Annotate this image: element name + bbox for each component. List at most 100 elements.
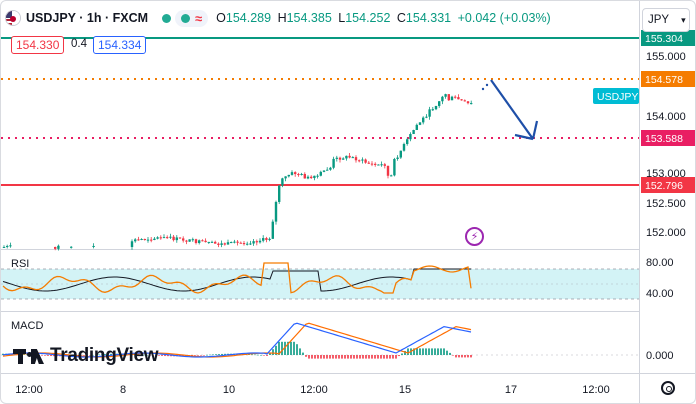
candle-body xyxy=(175,237,178,241)
macd-histogram-bar xyxy=(464,355,466,358)
macd-histogram-bar xyxy=(209,354,211,356)
candle-body xyxy=(431,109,434,111)
macd-histogram-bar xyxy=(263,355,265,356)
macd-histogram-bar xyxy=(365,355,367,359)
price-tick-label: 152.000 xyxy=(646,227,686,239)
currency-button[interactable]: JPY ▾ xyxy=(642,8,690,32)
candle-body xyxy=(271,221,274,239)
bid-price-box[interactable]: 154.330 xyxy=(11,36,65,54)
price-level-label: 153.588 xyxy=(645,133,683,145)
candle-body xyxy=(249,243,252,245)
macd-histogram-bar xyxy=(80,355,82,356)
macd-histogram-bar xyxy=(335,355,337,359)
macd-histogram-bar xyxy=(257,354,259,356)
time-tick-label: 15 xyxy=(399,384,411,396)
macd-histogram-bar xyxy=(344,355,346,359)
macd-histogram-bar xyxy=(353,355,355,359)
macd-histogram-bar xyxy=(140,354,142,356)
candle-body xyxy=(450,96,454,101)
candle-body xyxy=(246,243,249,245)
macd-histogram-bar xyxy=(197,355,199,356)
candle-body xyxy=(329,167,332,170)
macd-histogram-bar xyxy=(170,355,172,357)
macd-histogram-bar xyxy=(155,355,157,356)
macd-histogram-bar xyxy=(152,355,154,356)
candle-body xyxy=(236,241,239,243)
indicator-tick-label: 80.00 xyxy=(646,257,674,269)
macd-histogram-bar xyxy=(56,355,58,357)
candle-body xyxy=(255,241,258,243)
gear-icon[interactable] xyxy=(661,381,675,395)
candle-body xyxy=(188,239,191,242)
candle-body xyxy=(92,245,95,247)
lightning-icon[interactable]: ⚡ xyxy=(465,227,484,246)
macd-histogram-bar xyxy=(86,355,88,356)
indicator-toggle[interactable]: ≈ xyxy=(175,9,209,27)
macd-histogram-bar xyxy=(23,354,25,355)
macd-histogram-bar xyxy=(470,355,472,358)
candle-body xyxy=(457,97,460,100)
indicator-tick-label: 40.00 xyxy=(646,288,674,300)
symbol-line[interactable]: USDJPY · 1h · FXCM xyxy=(26,11,149,25)
macd-histogram-bar xyxy=(98,354,100,356)
candle-body xyxy=(399,150,402,158)
macd-histogram-bar xyxy=(92,354,94,356)
chevron-down-icon: ▾ xyxy=(681,14,686,25)
candle-body xyxy=(361,159,364,161)
candle-body xyxy=(322,170,326,172)
candle-body xyxy=(402,144,406,151)
candle-body xyxy=(230,242,233,244)
candle-body xyxy=(364,159,367,163)
macd-histogram-bar xyxy=(107,353,109,355)
macd-histogram-bar xyxy=(206,354,208,356)
time-tick-label: 10 xyxy=(223,384,235,396)
candle-body xyxy=(2,246,6,248)
macd-histogram-bar xyxy=(401,353,403,355)
macd-histogram-bar xyxy=(143,354,145,356)
macd-histogram-bar xyxy=(200,355,202,356)
macd-histogram-bar xyxy=(389,355,391,359)
macd-histogram-bar xyxy=(377,355,379,359)
macd-histogram-bar xyxy=(221,353,223,355)
price-level-label: 152.796 xyxy=(645,180,683,192)
macd-histogram-bar xyxy=(419,348,421,355)
macd-histogram-bar xyxy=(149,355,151,356)
candle-body xyxy=(345,155,348,159)
time-tick-label: 12:00 xyxy=(300,384,328,396)
macd-histogram-bar xyxy=(104,354,106,355)
macd-histogram-bar xyxy=(137,354,139,355)
candle-body xyxy=(454,96,457,98)
macd-histogram-bar xyxy=(167,355,169,357)
candle-body xyxy=(159,237,162,239)
candle-body xyxy=(233,241,236,243)
macd-histogram-bar xyxy=(146,354,148,356)
macd-histogram-bar xyxy=(284,341,286,355)
macd-histogram-bar xyxy=(323,355,325,359)
candle-body xyxy=(194,239,198,243)
candle-body xyxy=(386,165,390,176)
macd-histogram-bar xyxy=(113,353,115,355)
macd-histogram-bar xyxy=(446,350,448,355)
wave-icon: ≈ xyxy=(195,10,203,26)
candle-body xyxy=(447,94,450,101)
candle-body xyxy=(396,157,399,159)
price-axis-label-bg xyxy=(593,88,639,104)
candle-body xyxy=(297,174,300,176)
candle-body xyxy=(207,241,210,243)
macd-histogram-bar xyxy=(110,353,112,355)
macd-histogram-bar xyxy=(458,355,460,358)
candle-body xyxy=(460,99,463,101)
macd-histogram-bar xyxy=(320,355,322,359)
candle-body xyxy=(415,124,418,131)
candle-body xyxy=(316,175,319,177)
macd-histogram-bar xyxy=(437,348,439,355)
symbol-price-label: USDJPY xyxy=(597,91,638,103)
macd-histogram-bar xyxy=(290,341,292,355)
macd-histogram-bar xyxy=(425,348,427,355)
macd-histogram-bar xyxy=(422,348,424,355)
candle-body xyxy=(156,237,159,239)
candle-body xyxy=(390,175,393,177)
ask-price-box[interactable]: 154.334 xyxy=(93,36,147,54)
